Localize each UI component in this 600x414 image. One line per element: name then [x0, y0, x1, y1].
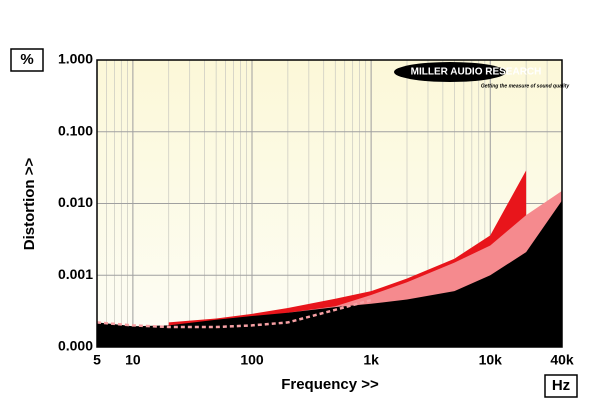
logo-badge: [394, 62, 506, 82]
x-tick-label: 10: [125, 352, 141, 368]
x-tick-label: 1k: [363, 352, 379, 368]
unit-box: [544, 374, 578, 398]
y-unit: %: [20, 51, 33, 68]
y-tick-label: 0.001: [58, 266, 93, 282]
y-tick-label: 0.010: [58, 194, 93, 210]
plot-frame: [96, 59, 563, 348]
x-tick-label: 100: [240, 352, 264, 368]
unit-box: [10, 48, 44, 72]
y-tick-label: 0.100: [58, 122, 93, 138]
x-tick-label: 40k: [550, 352, 574, 368]
logo-tagline: Getting the measure of sound quality: [481, 83, 570, 89]
y-tick-label: 1.000: [58, 51, 93, 67]
x-axis-title: Frequency >>: [281, 376, 379, 393]
x-unit: Hz: [552, 377, 570, 394]
logo: MILLER AUDIO RESEARCH: [411, 67, 542, 78]
y-axis-title: Distortion >>: [21, 158, 38, 251]
x-tick-label: 10k: [479, 352, 503, 368]
area: [97, 200, 562, 347]
y-tick-label: 0.000: [58, 338, 93, 354]
dashed-line: [96, 298, 372, 329]
x-tick-label: 5: [93, 352, 101, 368]
